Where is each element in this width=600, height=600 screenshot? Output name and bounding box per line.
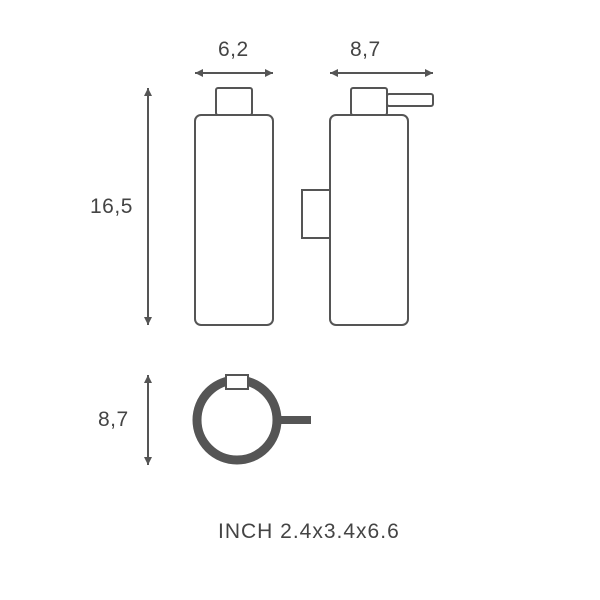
dim-projection (330, 69, 433, 77)
dim-height (144, 88, 152, 325)
label-depth: 8,7 (98, 408, 129, 432)
label-height: 16,5 (90, 195, 133, 219)
diagram-stage: 6,2 8,7 16,5 8,7 INCH 2.4x3.4x6.6 (0, 0, 600, 600)
top-view (197, 375, 311, 460)
dim-depth (144, 375, 152, 465)
label-projection: 8,7 (350, 38, 381, 62)
label-inch-footer: INCH 2.4x3.4x6.6 (218, 520, 400, 544)
label-width-top: 6,2 (218, 38, 249, 62)
dim-top-width (195, 69, 273, 77)
front-view (195, 88, 273, 325)
side-view (302, 88, 433, 325)
technical-drawing (0, 0, 600, 600)
